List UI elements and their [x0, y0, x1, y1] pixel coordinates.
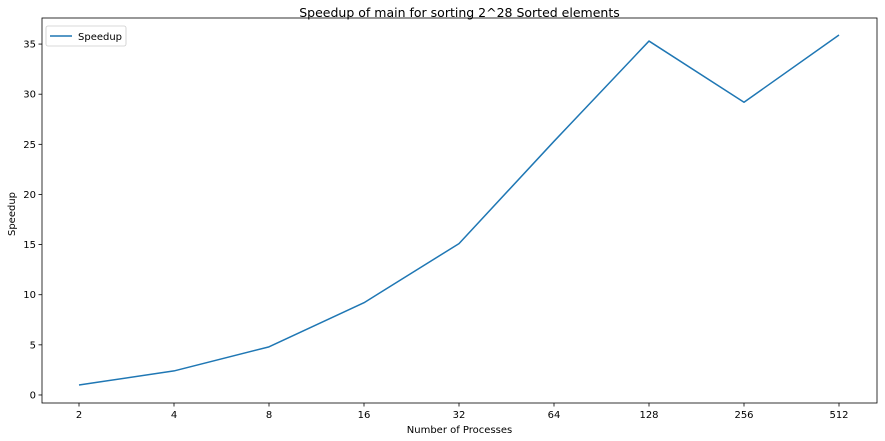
x-tick-label: 32	[453, 410, 466, 421]
x-axis-label: Number of Processes	[407, 425, 512, 436]
legend: Speedup	[45, 25, 127, 47]
x-tick-label: 128	[639, 410, 658, 421]
legend-box	[45, 25, 127, 47]
chart-title: Speedup of main for sorting 2^28 Sorted …	[299, 5, 620, 20]
y-axis: 0 5 10 15 20 25 30 35	[23, 40, 42, 401]
x-tick-label: 256	[734, 410, 753, 421]
y-tick-label: 15	[23, 240, 36, 251]
x-tick-label: 2	[76, 410, 82, 421]
x-tick-label: 4	[171, 410, 177, 421]
y-axis-label: Speedup	[7, 192, 18, 236]
plot-area	[41, 17, 878, 404]
x-axis: 2 4 8 16 32 64 128 256 512	[76, 403, 849, 421]
x-tick-label: 512	[829, 410, 848, 421]
x-tick-label: 16	[358, 410, 371, 421]
x-tick-label: 64	[548, 410, 561, 421]
y-tick-label: 30	[23, 90, 36, 101]
y-tick-label: 35	[23, 40, 36, 51]
y-tick-label: 0	[30, 390, 36, 401]
legend-label-speedup: Speedup	[78, 32, 122, 43]
y-tick-label: 10	[23, 290, 36, 301]
x-tick-label: 8	[266, 410, 272, 421]
series-layer	[78, 34, 840, 386]
y-tick-label: 5	[30, 340, 36, 351]
y-tick-label: 25	[23, 140, 36, 151]
y-tick-label: 20	[23, 190, 36, 201]
